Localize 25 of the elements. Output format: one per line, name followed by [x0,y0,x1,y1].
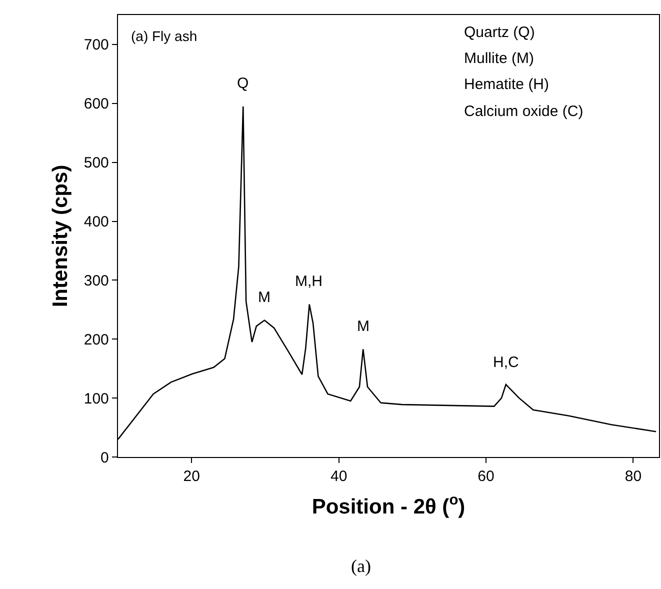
annotation: Calcium oxide (C) [464,103,584,120]
y-tick-label: 300 [84,272,109,290]
x-tick-label: 60 [478,468,494,486]
annotation: Mullite (M) [464,50,534,67]
y-tick-label: 200 [84,331,109,348]
annotation: M [258,289,270,306]
y-axis-title: Intensity (cps) [49,164,72,308]
y-tick-label: 100 [84,390,109,408]
annotation: M,H [295,273,322,290]
x-tick-label: 20 [183,468,200,486]
y-tick-label: 400 [84,214,109,231]
x-axis-title: Position - 2θ ($^{o}$) [312,492,466,518]
y-tick-label: 700 [84,36,109,54]
x-tick-label: 80 [624,468,642,486]
annotation: M [357,318,370,335]
y-tick-label: 500 [84,154,109,172]
annotation: Hematite (H) [464,76,550,93]
y-tick-label: 600 [84,96,109,113]
annotation: Q [237,75,249,92]
annotation: Quartz (Q) [464,24,535,41]
x-tick-label: 40 [330,468,348,486]
y-tick-label: 0 [100,449,109,466]
annotation: H,C [493,354,519,371]
text: (a) [351,556,371,576]
annotation: (a) Fly ash [131,28,198,44]
